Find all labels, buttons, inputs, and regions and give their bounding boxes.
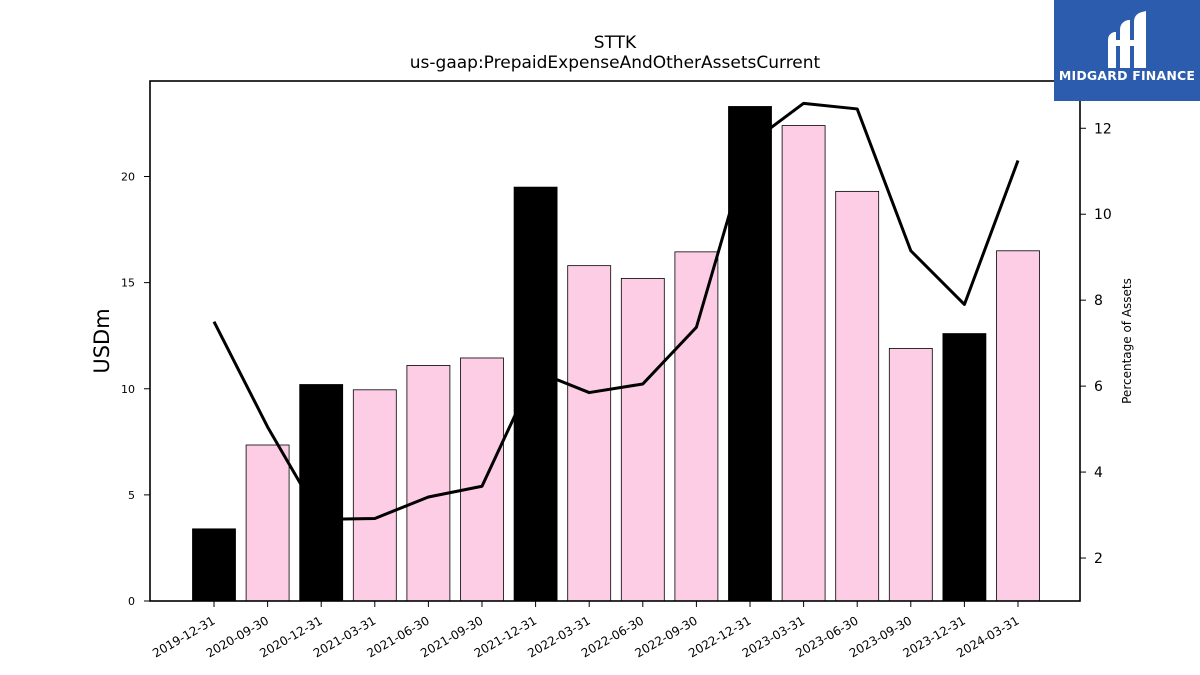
brand-name: MIDGARD FINANCE — [1058, 68, 1196, 83]
y2-tick-label: 2 — [1094, 551, 1103, 567]
y2-tick-label: 8 — [1094, 293, 1103, 309]
y2-tick-label: 4 — [1094, 465, 1103, 481]
y2-tick-label: 6 — [1094, 379, 1103, 395]
bar — [728, 106, 772, 602]
bar — [996, 250, 1040, 602]
y-axis-label: USDm — [90, 308, 114, 373]
bar — [513, 186, 558, 602]
series-line — [212, 101, 1020, 521]
bar — [835, 190, 880, 602]
y-tick-label: 15 — [121, 277, 135, 290]
plot-frame — [149, 80, 1081, 602]
bar — [460, 357, 504, 602]
chart-subtitle: us-gaap:PrepaidExpenseAndOtherAssetsCurr… — [410, 53, 821, 73]
bar — [888, 348, 933, 602]
y-tick-label: 10 — [121, 383, 135, 396]
bar — [352, 389, 397, 602]
bar — [781, 125, 826, 602]
bar — [620, 277, 665, 602]
y2-tick-label: 12 — [1094, 121, 1112, 137]
y-tick-label: 5 — [128, 489, 135, 502]
y2-axis-label: Percentage of Assets — [1120, 278, 1134, 404]
brand-logo: MIDGARD FINANCE — [1054, 0, 1200, 101]
bar — [942, 333, 987, 602]
y-tick-label: 0 — [128, 595, 135, 608]
y-tick-label: 20 — [121, 171, 135, 184]
logo-mark-icon — [1108, 11, 1146, 68]
bar — [674, 251, 719, 602]
bar — [406, 365, 451, 602]
chart-title: STTK — [594, 33, 637, 53]
bar — [567, 265, 612, 602]
bar — [245, 444, 290, 602]
bar — [192, 528, 236, 602]
y2-tick-label: 10 — [1094, 207, 1112, 223]
